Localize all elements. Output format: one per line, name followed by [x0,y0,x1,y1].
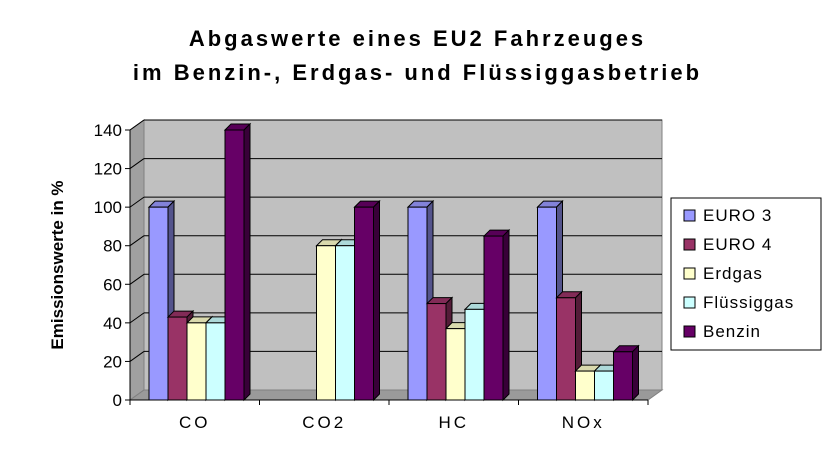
legend-swatch [683,325,696,338]
chart-subtitle: im Benzin-, Erdgas- und Flüssiggasbetrie… [132,60,703,85]
gridline-side [129,351,145,362]
bar-front [445,328,466,401]
chart-title: Abgaswerte eines EU2 Fahrzeuges [188,26,647,51]
y-tick-label: 60 [103,275,122,294]
bar-side [373,199,380,402]
bar-front [167,316,188,401]
bar-front [426,303,447,401]
y-tick-label: 20 [103,352,122,371]
legend-box [670,197,822,351]
x-category-label: NOx [562,413,605,432]
gridline-side [129,119,145,131]
bar-front [537,206,557,401]
gridline-side [129,158,145,169]
bar-front [575,370,595,401]
y-tick-label: 120 [94,160,122,179]
legend-label: Benzin [703,322,761,341]
bar-side [632,344,639,402]
legend: EURO 3 EURO 4 Erdgas Flüssiggas Benzin [670,197,822,351]
bar-side [502,228,510,402]
y-tick-label: 140 [94,121,122,140]
bar-front [556,297,576,401]
bar-side [243,122,251,402]
bar-front [594,370,614,401]
bar-front [407,206,428,401]
x-axis-categories: CO CO2 HC NOx [179,413,605,432]
legend-swatch [683,209,696,222]
bars [129,122,649,405]
x-category-label: CO [179,413,211,432]
legend-label: Flüssiggas [703,293,794,312]
bar-front [224,129,245,401]
y-tick-label: 100 [94,198,122,217]
x-category-label: HC [438,413,469,432]
bar [482,228,511,402]
x-category-label: CO2 [302,413,346,432]
y-axis-ticks: 0 20 40 60 80 100 120 140 [94,121,130,410]
y-tick-label: 80 [103,237,122,256]
legend-swatch [683,267,696,280]
legend-swatch [683,296,696,309]
bar-front [464,308,485,401]
bar-front [205,322,226,401]
gridline-side [129,235,145,247]
bar-front [354,206,374,401]
bar [353,199,381,402]
bar-front [483,235,504,401]
legend-label: Erdgas [703,264,763,283]
legend-label: EURO 3 [703,206,772,225]
bar [612,344,640,402]
bar-front [148,206,169,401]
plot-side-wall [129,119,145,401]
y-tick-label: 0 [113,391,122,410]
legend-label: EURO 4 [703,235,772,254]
bar [223,122,252,402]
legend-swatch [683,238,696,251]
y-tick-label: 40 [103,314,122,333]
gridline-side [129,273,145,285]
y-axis-label: Emissionswerte in % [48,180,67,349]
gridline-side [129,312,145,324]
bar-front [613,351,633,401]
bar-front [335,245,355,401]
gridline-side [129,196,145,208]
bar-front [186,322,207,401]
bar-front [316,245,336,401]
